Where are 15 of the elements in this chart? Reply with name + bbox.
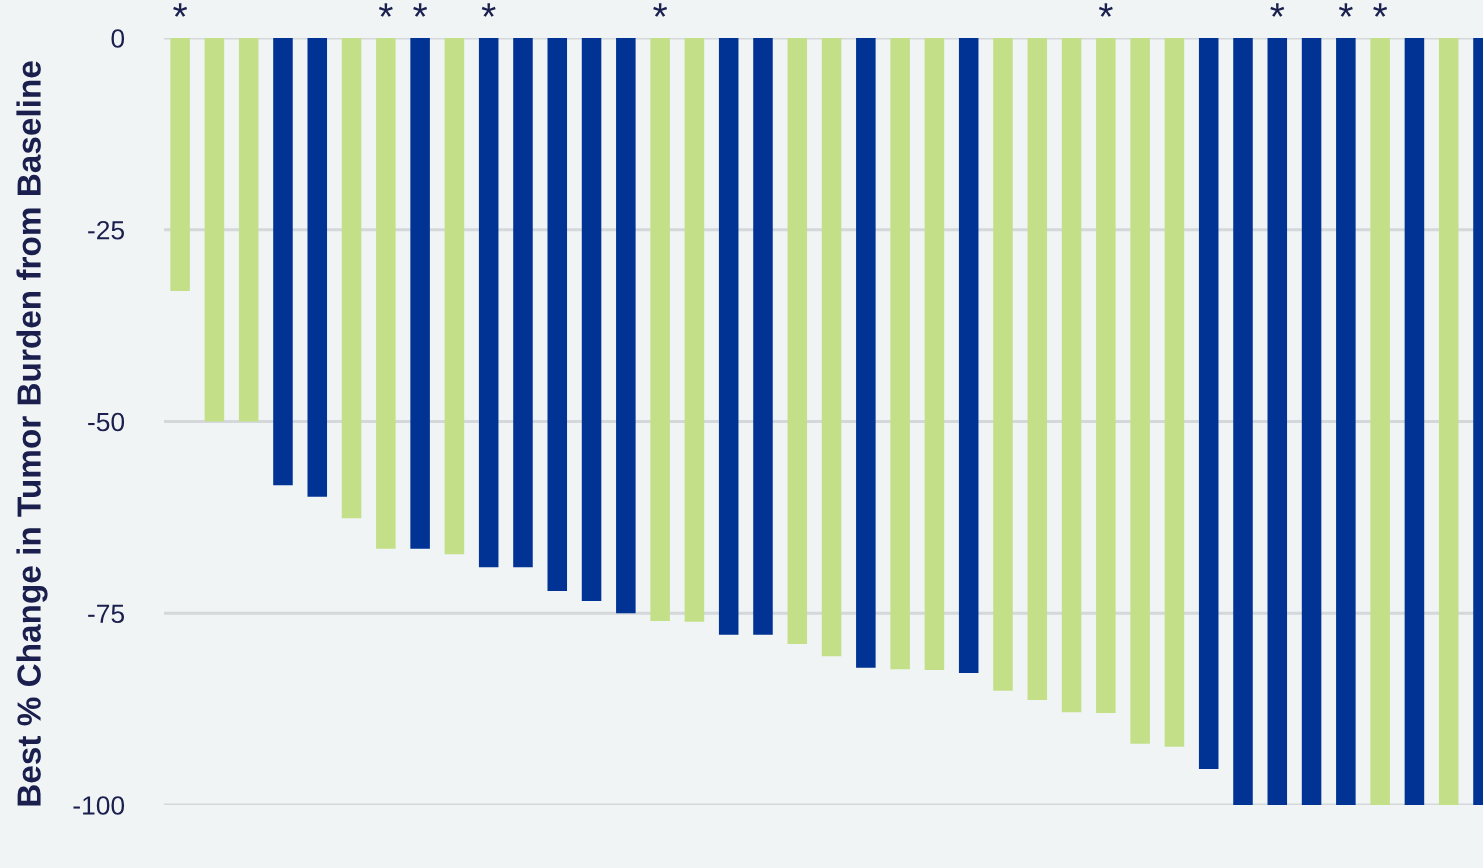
data-label: *: [1373, 3, 1388, 17]
data-label: *: [1098, 3, 1113, 17]
data-label: *: [413, 3, 428, 17]
y-tick-label: -25: [88, 220, 125, 240]
y-tick-label: -100: [73, 796, 125, 815]
y-tick-label: -75: [88, 604, 125, 624]
data-label: *: [1270, 3, 1285, 17]
data-label: *: [481, 3, 496, 17]
data-label: *: [1338, 3, 1353, 17]
data-label: *: [173, 3, 188, 17]
data-label: *: [653, 3, 668, 17]
data-label: *: [378, 3, 393, 17]
y-axis-title: Best % Change in Tumor Burden from Baseline: [16, 61, 48, 806]
y-tick-label: 0: [111, 29, 125, 48]
y-tick-label: -50: [88, 412, 125, 432]
